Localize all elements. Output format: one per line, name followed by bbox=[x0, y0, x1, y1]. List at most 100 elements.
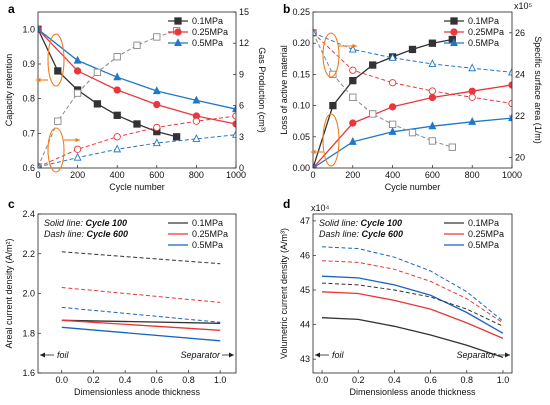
data-point bbox=[349, 119, 357, 127]
panel-letter: d bbox=[283, 197, 290, 211]
y2-tick-label: 26 bbox=[515, 28, 525, 38]
legend-marker bbox=[450, 28, 458, 36]
y-tick-label: 0.10 bbox=[292, 101, 310, 111]
data-point bbox=[508, 67, 512, 76]
separator-label: Separator bbox=[180, 350, 221, 360]
y2-tick-label: 0 bbox=[239, 163, 244, 173]
y-tick-label: 44 bbox=[300, 320, 310, 330]
dash-line-note: Dash line: Cycle 600 bbox=[44, 229, 128, 239]
legend-marker bbox=[174, 38, 182, 47]
y-tick-label: 0.25 bbox=[292, 7, 310, 17]
data-point bbox=[388, 127, 397, 135]
note-prefix: Dash line: bbox=[44, 229, 87, 239]
legend-label: 0.5MPa bbox=[468, 38, 499, 48]
y-tick-label: 1.0 bbox=[22, 24, 35, 34]
annotation-arrow-right-b-head bbox=[352, 43, 357, 49]
x-tick-label: 0.8 bbox=[461, 375, 474, 385]
data-point bbox=[113, 53, 121, 61]
annotation-ellipse-area bbox=[322, 32, 340, 78]
y-tick-label: 46 bbox=[300, 250, 310, 260]
data-point bbox=[428, 87, 437, 95]
data-point bbox=[428, 121, 437, 130]
note-value: Cycle 600 bbox=[87, 229, 129, 239]
separator-arrowhead bbox=[505, 352, 510, 358]
series-line-0.25MPa bbox=[61, 319, 221, 331]
series-line-dash-5 bbox=[38, 134, 236, 168]
data-point bbox=[113, 72, 122, 81]
separator-arrowhead bbox=[229, 352, 234, 358]
data-point bbox=[73, 152, 82, 161]
series-line-0.1MPa bbox=[321, 317, 504, 359]
panel-d: d 0.0 0.2 0.4 0.6 0.8 1.0 43 44 45 46 47 Dimensionle… bbox=[279, 197, 513, 397]
plot-frame bbox=[37, 213, 237, 374]
legend-marker bbox=[450, 38, 458, 47]
y-tick-label: 0.8 bbox=[22, 94, 35, 104]
data-point bbox=[388, 120, 397, 128]
data-point bbox=[93, 68, 102, 76]
plot-area bbox=[321, 246, 504, 359]
data-point bbox=[38, 24, 42, 33]
data-point bbox=[468, 87, 476, 95]
x-tick-label: 1.0 bbox=[497, 375, 510, 385]
legend-marker bbox=[450, 17, 458, 25]
series-line-0.5MPa bbox=[313, 117, 512, 168]
y-tick-label: 0.15 bbox=[292, 69, 310, 79]
y2-tick-label: 20 bbox=[515, 153, 525, 163]
plot-frame bbox=[37, 11, 237, 169]
x-tick-label: 400 bbox=[110, 170, 125, 180]
series-line-dash-4 bbox=[38, 115, 236, 168]
y-tick-label: 0.05 bbox=[292, 132, 310, 142]
x-tick-label: 0.6 bbox=[151, 375, 164, 385]
annotation-ellipse-loss bbox=[322, 113, 340, 167]
data-point bbox=[468, 117, 477, 125]
data-point bbox=[172, 133, 181, 141]
x-tick-label: 200 bbox=[70, 170, 85, 180]
data-point bbox=[329, 101, 337, 110]
y2-axis-label: Gas Production (cm³) bbox=[257, 47, 267, 133]
data-point bbox=[192, 117, 201, 125]
x-tick-label: 0 bbox=[35, 170, 40, 180]
series-line-0.5MPa bbox=[38, 28, 236, 110]
data-point bbox=[349, 93, 357, 101]
data-point bbox=[348, 44, 357, 53]
series-line-dash-3 bbox=[321, 282, 504, 327]
data-point bbox=[153, 123, 161, 132]
panel-a: a 0 200 400 600 800 1000 0.6 0.7 0.8 0.9 1.0 0 3 6 9 12 1… bbox=[4, 2, 267, 192]
y-tick-label: 0.6 bbox=[22, 163, 35, 173]
note-prefix: Dash line: bbox=[319, 229, 362, 239]
data-point bbox=[73, 89, 82, 97]
x-tick-label: 0.8 bbox=[182, 375, 195, 385]
data-point bbox=[152, 86, 161, 95]
data-point bbox=[113, 86, 121, 94]
data-point bbox=[508, 113, 512, 122]
series-line-0.25MPa bbox=[38, 28, 236, 125]
note-prefix: Solid line: bbox=[44, 218, 86, 228]
y-tick-label: 45 bbox=[300, 285, 310, 295]
plot-area bbox=[61, 251, 221, 342]
data-point bbox=[428, 93, 437, 102]
series-line-dash-5 bbox=[313, 32, 512, 73]
legend-label: 0.25MPa bbox=[468, 27, 504, 37]
y-tick-label: 0.20 bbox=[292, 38, 310, 48]
separator-label: Separator bbox=[456, 350, 497, 360]
x-tick-label: 0.0 bbox=[316, 375, 329, 385]
legend-label: 0.5MPa bbox=[468, 240, 499, 250]
series-line-0.25MPa bbox=[321, 291, 504, 339]
x-axis-label: Cycle number bbox=[109, 182, 165, 192]
annotation-arrow-left-head bbox=[36, 77, 41, 83]
legend-label: 0.5MPa bbox=[192, 38, 223, 48]
note-value: Cycle 100 bbox=[86, 218, 128, 228]
x-tick-label: 200 bbox=[345, 170, 360, 180]
y-axis-label: Loss of active material bbox=[279, 45, 289, 135]
data-point bbox=[153, 33, 161, 41]
data-point bbox=[153, 100, 161, 109]
panel-c: c 0.0 0.2 0.4 0.6 0.8 1.0 1.6 1.8 2.0 2.2 2.4 Dimens… bbox=[4, 197, 237, 397]
x-tick-label: 0.4 bbox=[388, 375, 401, 385]
panel-b: b 0 200 400 600 800 1000 0.00 0.05 0.10 0.15 0.20 0.… bbox=[279, 1, 543, 192]
data-point bbox=[428, 39, 437, 47]
y2-tick-label: 24 bbox=[515, 69, 525, 79]
data-point bbox=[428, 59, 437, 68]
note-value: Cycle 600 bbox=[362, 229, 404, 239]
x-tick-label: 0.2 bbox=[352, 375, 365, 385]
foil-arrowhead bbox=[40, 352, 45, 358]
